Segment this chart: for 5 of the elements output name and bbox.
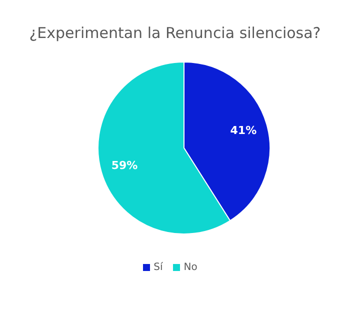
legend-label: No [184, 262, 198, 273]
chart-title: ¿Experimentan la Renuncia silenciosa? [28, 24, 322, 42]
data-label: 59% [111, 158, 138, 172]
data-label: 41% [230, 124, 257, 138]
legend-label: Sí [154, 262, 163, 273]
